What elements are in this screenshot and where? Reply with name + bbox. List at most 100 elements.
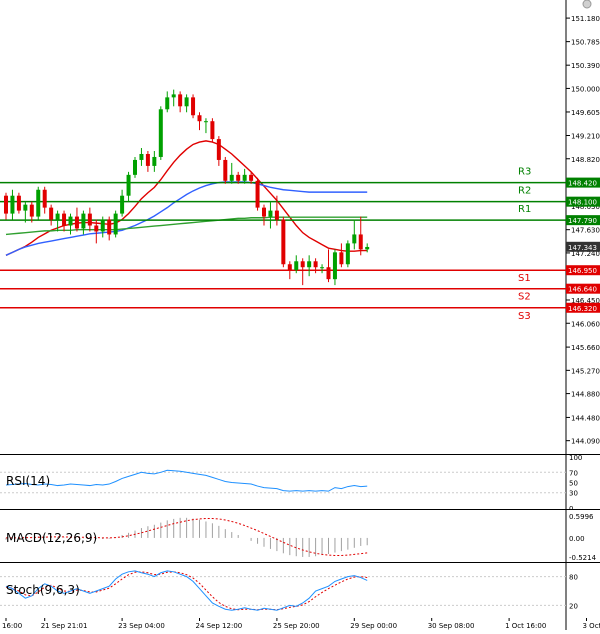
candle-body bbox=[62, 214, 66, 226]
time-tick-label: 25 Sep 20:00 bbox=[273, 622, 320, 630]
candle-body bbox=[288, 264, 292, 270]
candle-body bbox=[198, 115, 202, 121]
candle-body bbox=[107, 220, 111, 235]
candle-body bbox=[320, 267, 324, 268]
candle-body bbox=[301, 261, 305, 267]
rsi-tick-label: 100 bbox=[569, 455, 582, 462]
candle-body bbox=[75, 217, 79, 229]
candle-body bbox=[185, 97, 189, 106]
price-tick-label: 144.090 bbox=[571, 438, 600, 446]
level-name-s1: S1 bbox=[518, 273, 531, 284]
candle-body bbox=[81, 214, 85, 229]
price-tick-label: 150.785 bbox=[571, 39, 600, 47]
level-badge-label: 146.320 bbox=[568, 305, 597, 313]
candle-body bbox=[217, 139, 221, 160]
candle-body bbox=[191, 97, 195, 115]
pin-icon[interactable] bbox=[583, 0, 591, 8]
candle-body bbox=[152, 157, 156, 166]
price-tick-label: 150.390 bbox=[571, 62, 600, 70]
candle-body bbox=[346, 243, 350, 264]
level-name-r1: R1 bbox=[518, 204, 531, 215]
time-tick-label: 3 Oct 00:00 bbox=[583, 622, 600, 630]
time-tick-label: 23 Sep 04:00 bbox=[118, 622, 165, 630]
candle-body bbox=[223, 160, 227, 181]
price-tick-label: 144.880 bbox=[571, 391, 600, 399]
candle-body bbox=[327, 267, 331, 279]
candle-body bbox=[139, 154, 143, 160]
candle-body bbox=[88, 214, 92, 226]
candle-body bbox=[56, 214, 60, 220]
macd-tick-label: -0.5214 bbox=[569, 554, 597, 562]
current-price-label: 147.343 bbox=[568, 244, 597, 252]
candle-body bbox=[165, 97, 169, 109]
price-tick-label: 149.210 bbox=[571, 133, 600, 141]
candle-body bbox=[204, 121, 208, 122]
level-name-s3: S3 bbox=[518, 311, 531, 322]
candle-body bbox=[262, 208, 266, 217]
macd-tick-label: 0.5996 bbox=[569, 513, 594, 521]
candle-body bbox=[159, 109, 163, 157]
level-badge-label: 146.950 bbox=[568, 267, 597, 275]
rsi-lines bbox=[0, 470, 566, 492]
candle-body bbox=[365, 247, 369, 249]
candle-body bbox=[101, 220, 105, 232]
price-tick-label: 148.820 bbox=[571, 156, 600, 164]
level-badge-label: 148.100 bbox=[568, 199, 597, 207]
candle-body bbox=[307, 261, 311, 267]
stoch-label: Stoch(9,6,3) bbox=[6, 583, 80, 597]
candle-body bbox=[236, 175, 240, 181]
level-badge-label: 147.790 bbox=[568, 217, 597, 225]
price-axis: 151.180 150.785 150.390 150.000 149.605 149.2… bbox=[566, 15, 600, 446]
candle-body bbox=[314, 261, 318, 267]
stoch-lines bbox=[0, 571, 566, 610]
candle-body bbox=[294, 261, 298, 270]
candle-body bbox=[275, 211, 279, 220]
macd-label: MACD(12,26,9) bbox=[6, 531, 97, 545]
level-name-r3: R3 bbox=[518, 167, 531, 178]
candle-body bbox=[352, 234, 356, 243]
rsi-tick-label: 30 bbox=[569, 490, 578, 498]
candle-body bbox=[120, 196, 124, 214]
candle-body bbox=[127, 175, 131, 196]
candle-body bbox=[359, 234, 363, 249]
level-name-r2: R2 bbox=[518, 186, 531, 197]
price-tick-label: 151.180 bbox=[571, 15, 600, 23]
rsi-tick-label: 50 bbox=[569, 480, 578, 488]
candle-body bbox=[339, 252, 343, 264]
time-tick-label: 1 Oct 16:00 bbox=[505, 622, 546, 630]
candle-body bbox=[43, 190, 47, 208]
time-tick-label: 16:00 bbox=[2, 622, 22, 630]
stoch-tick-label: 20 bbox=[569, 602, 578, 610]
time-tick-label: 21 Sep 21:01 bbox=[41, 622, 88, 630]
rsi-label: RSI(14) bbox=[6, 474, 50, 488]
candle-body bbox=[17, 196, 21, 211]
time-tick-label: 30 Sep 08:00 bbox=[428, 622, 475, 630]
price-tick-label: 149.605 bbox=[571, 109, 600, 117]
price-tick-label: 144.480 bbox=[571, 414, 600, 422]
candle-body bbox=[94, 226, 98, 232]
candle-body bbox=[114, 214, 118, 235]
candle-body bbox=[146, 154, 150, 166]
candle-body bbox=[23, 205, 27, 211]
candle-body bbox=[69, 217, 73, 226]
candle-body bbox=[172, 94, 176, 97]
rsi-line bbox=[6, 470, 367, 491]
candle-body bbox=[230, 175, 234, 181]
price-tick-label: 145.660 bbox=[571, 344, 600, 352]
candle-body bbox=[36, 190, 40, 217]
time-tick-label: 29 Sep 00:00 bbox=[350, 622, 397, 630]
price-tick-label: 150.000 bbox=[571, 85, 600, 93]
candle-body bbox=[256, 181, 260, 208]
